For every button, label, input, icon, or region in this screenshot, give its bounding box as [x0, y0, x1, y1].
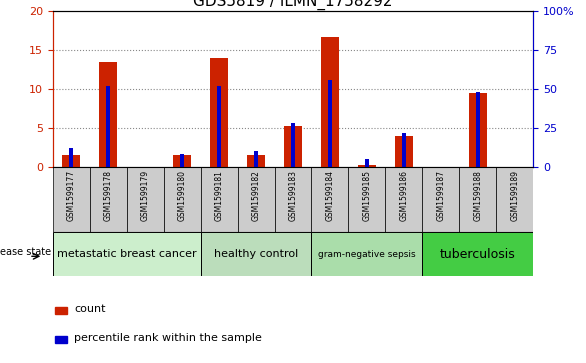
- Bar: [476, 92, 480, 167]
- Bar: [210, 58, 229, 167]
- Text: GSM1599179: GSM1599179: [141, 170, 149, 221]
- Bar: [394, 136, 413, 167]
- Bar: [496, 167, 533, 232]
- Bar: [180, 155, 185, 167]
- Text: GSM1599180: GSM1599180: [178, 170, 186, 221]
- Bar: [55, 336, 67, 343]
- Bar: [200, 232, 312, 276]
- Bar: [312, 232, 423, 276]
- Text: GSM1599183: GSM1599183: [288, 170, 298, 221]
- Bar: [284, 126, 302, 167]
- Text: GSM1599187: GSM1599187: [437, 170, 445, 221]
- Bar: [69, 148, 73, 167]
- Bar: [247, 155, 265, 167]
- Bar: [90, 167, 127, 232]
- Bar: [328, 79, 332, 167]
- Bar: [163, 167, 200, 232]
- Bar: [459, 167, 496, 232]
- Bar: [357, 166, 376, 167]
- Text: metastatic breast cancer: metastatic breast cancer: [57, 249, 196, 259]
- Text: tuberculosis: tuberculosis: [440, 248, 516, 261]
- Bar: [106, 86, 110, 167]
- Text: gram-negative sepsis: gram-negative sepsis: [318, 250, 415, 258]
- Bar: [469, 93, 487, 167]
- Bar: [321, 37, 339, 167]
- Text: GSM1599189: GSM1599189: [510, 170, 519, 221]
- Bar: [200, 167, 237, 232]
- Text: count: count: [74, 304, 106, 314]
- Bar: [53, 232, 200, 276]
- Bar: [386, 167, 423, 232]
- Bar: [173, 155, 192, 167]
- Bar: [55, 307, 67, 314]
- Text: GSM1599178: GSM1599178: [104, 170, 113, 221]
- Text: disease state: disease state: [0, 247, 51, 257]
- Bar: [254, 151, 258, 167]
- Text: GSM1599185: GSM1599185: [362, 170, 372, 221]
- Bar: [349, 167, 386, 232]
- Bar: [237, 167, 274, 232]
- Bar: [423, 167, 459, 232]
- Bar: [99, 62, 117, 167]
- Bar: [217, 86, 222, 167]
- Text: GSM1599184: GSM1599184: [325, 170, 335, 221]
- Bar: [127, 167, 163, 232]
- Bar: [312, 167, 349, 232]
- Bar: [401, 132, 406, 167]
- Bar: [423, 232, 533, 276]
- Bar: [291, 123, 295, 167]
- Text: GSM1599182: GSM1599182: [251, 170, 261, 221]
- Text: GSM1599188: GSM1599188: [473, 170, 482, 221]
- Text: healthy control: healthy control: [214, 249, 298, 259]
- Bar: [274, 167, 312, 232]
- Text: GSM1599186: GSM1599186: [400, 170, 408, 221]
- Bar: [364, 159, 369, 167]
- Title: GDS5819 / ILMN_1758292: GDS5819 / ILMN_1758292: [193, 0, 393, 9]
- Text: GSM1599177: GSM1599177: [67, 170, 76, 221]
- Bar: [62, 155, 80, 167]
- Text: percentile rank within the sample: percentile rank within the sample: [74, 333, 263, 343]
- Bar: [53, 167, 90, 232]
- Text: GSM1599181: GSM1599181: [214, 170, 224, 221]
